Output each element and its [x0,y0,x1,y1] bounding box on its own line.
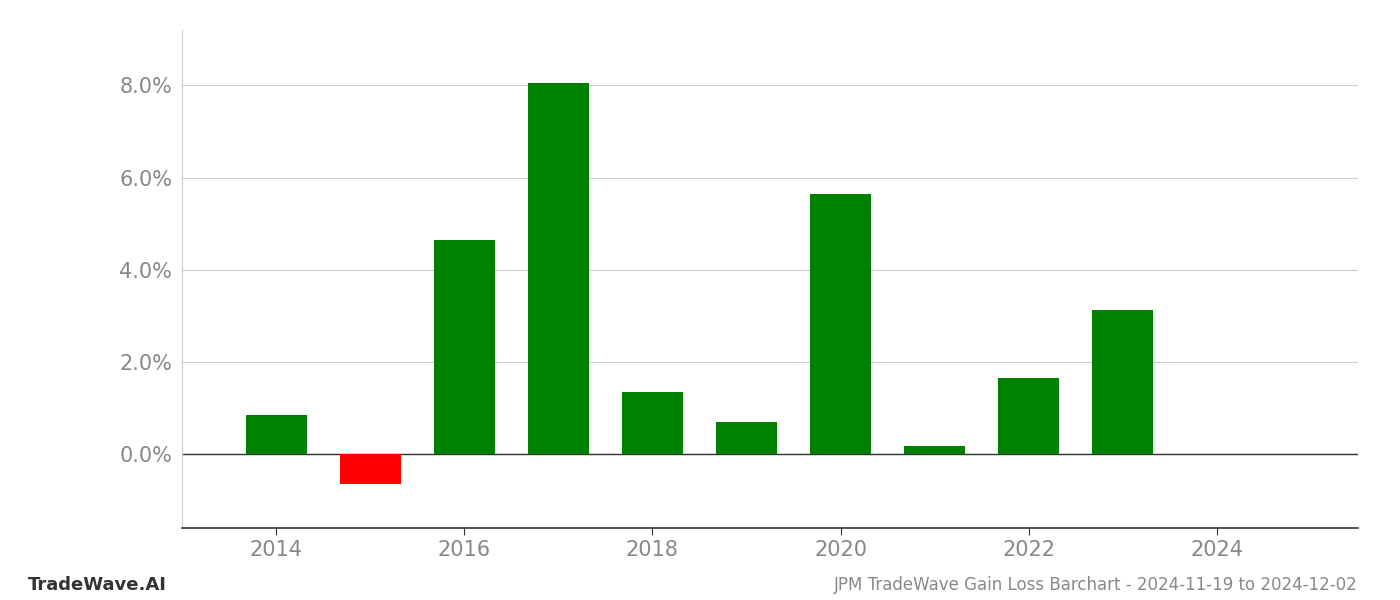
Bar [715,422,777,454]
Bar [340,454,400,484]
Text: TradeWave.AI: TradeWave.AI [28,576,167,594]
Bar [434,240,494,454]
Bar [245,415,307,454]
Bar [811,194,871,454]
Bar [904,446,965,454]
Text: JPM TradeWave Gain Loss Barchart - 2024-11-19 to 2024-12-02: JPM TradeWave Gain Loss Barchart - 2024-… [834,576,1358,594]
Bar [998,378,1060,454]
Bar [622,392,683,454]
Bar [528,83,589,454]
Bar [1092,310,1154,454]
